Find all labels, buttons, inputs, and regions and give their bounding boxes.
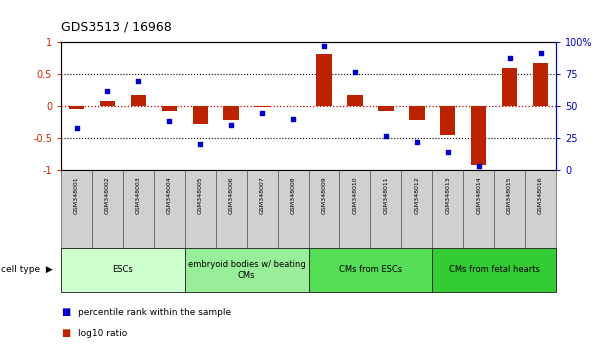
Bar: [216, 170, 247, 248]
Bar: [433, 170, 463, 248]
Text: GSM348007: GSM348007: [260, 176, 265, 214]
Bar: [347, 95, 363, 106]
Bar: [277, 170, 309, 248]
Bar: [525, 170, 556, 248]
Bar: [316, 54, 332, 106]
Text: GSM348012: GSM348012: [414, 176, 419, 214]
Bar: [409, 106, 425, 120]
Point: [288, 116, 298, 122]
Bar: [533, 63, 548, 106]
Text: ESCs: ESCs: [112, 266, 133, 274]
Text: log10 ratio: log10 ratio: [78, 329, 128, 338]
Bar: [471, 106, 486, 165]
Bar: [378, 106, 393, 111]
Text: GSM348002: GSM348002: [105, 176, 110, 214]
Bar: [61, 248, 185, 292]
Bar: [61, 170, 92, 248]
Bar: [254, 106, 270, 108]
Point: [103, 88, 112, 94]
Bar: [224, 106, 239, 120]
Point: [505, 55, 514, 61]
Point: [319, 44, 329, 49]
Point: [257, 110, 267, 115]
Bar: [370, 170, 401, 248]
Bar: [285, 105, 301, 106]
Text: GSM348011: GSM348011: [383, 176, 389, 214]
Text: CMs from fetal hearts: CMs from fetal hearts: [448, 266, 540, 274]
Bar: [100, 101, 115, 106]
Bar: [92, 170, 123, 248]
Text: GSM348010: GSM348010: [353, 176, 357, 214]
Point: [226, 122, 236, 128]
Bar: [309, 248, 433, 292]
Bar: [192, 106, 208, 124]
Text: CMs from ESCs: CMs from ESCs: [339, 266, 402, 274]
Bar: [309, 170, 340, 248]
Bar: [247, 170, 277, 248]
Text: GSM348008: GSM348008: [291, 176, 296, 214]
Text: GSM348016: GSM348016: [538, 176, 543, 214]
Bar: [494, 170, 525, 248]
Text: GDS3513 / 16968: GDS3513 / 16968: [61, 21, 172, 34]
Bar: [131, 95, 146, 106]
Text: GSM348001: GSM348001: [74, 176, 79, 214]
Bar: [502, 68, 518, 106]
Bar: [340, 170, 370, 248]
Text: GSM348013: GSM348013: [445, 176, 450, 214]
Point: [443, 149, 453, 155]
Bar: [440, 106, 455, 135]
Text: embryoid bodies w/ beating
CMs: embryoid bodies w/ beating CMs: [188, 260, 306, 280]
Point: [381, 133, 391, 138]
Point: [196, 142, 205, 147]
Text: GSM348015: GSM348015: [507, 176, 512, 214]
Point: [71, 125, 81, 131]
Bar: [185, 170, 216, 248]
Bar: [401, 170, 433, 248]
Text: GSM348006: GSM348006: [229, 176, 234, 214]
Bar: [69, 106, 84, 109]
Text: GSM348014: GSM348014: [476, 176, 481, 214]
Point: [412, 139, 422, 145]
Bar: [162, 106, 177, 111]
Text: GSM348009: GSM348009: [321, 176, 326, 214]
Text: GSM348005: GSM348005: [198, 176, 203, 214]
Bar: [185, 248, 309, 292]
Text: GSM348003: GSM348003: [136, 176, 141, 214]
Text: ■: ■: [61, 307, 70, 317]
Point: [474, 163, 483, 169]
Point: [350, 69, 360, 75]
Text: cell type  ▶: cell type ▶: [1, 266, 53, 274]
Bar: [154, 170, 185, 248]
Point: [536, 50, 546, 56]
Point: [164, 119, 174, 124]
Bar: [123, 170, 154, 248]
Text: GSM348004: GSM348004: [167, 176, 172, 214]
Point: [134, 78, 144, 84]
Bar: [463, 170, 494, 248]
Text: ■: ■: [61, 328, 70, 338]
Text: percentile rank within the sample: percentile rank within the sample: [78, 308, 232, 317]
Bar: [433, 248, 556, 292]
